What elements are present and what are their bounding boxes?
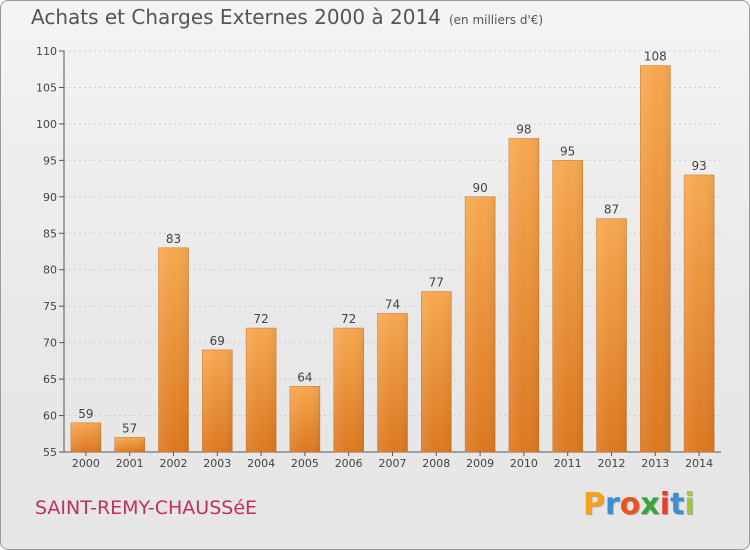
logo-letter: t	[670, 487, 685, 522]
x-tick-label: 2006	[335, 457, 363, 470]
bar-shade	[202, 349, 233, 452]
logo-letter: P	[583, 487, 605, 522]
y-tick-label: 100	[36, 118, 57, 131]
data-label: 69	[210, 334, 225, 348]
y-tick-label: 85	[43, 227, 57, 240]
y-tick-label: 110	[36, 45, 57, 58]
y-tick-label: 75	[43, 300, 57, 313]
y-tick-label: 65	[43, 373, 57, 386]
bar-shade	[158, 247, 189, 452]
chart-title: Achats et Charges Externes 2000 à 2014 (e…	[31, 5, 543, 29]
data-label: 98	[516, 122, 531, 136]
logo-letter: x	[640, 487, 660, 522]
bar-shade	[114, 437, 145, 452]
data-label: 72	[253, 312, 268, 326]
bar-shade	[596, 218, 627, 452]
bar-shade	[465, 196, 496, 452]
x-tick-label: 2004	[247, 457, 275, 470]
bar-shade	[421, 291, 452, 452]
y-tick-label: 55	[43, 446, 57, 459]
x-tick-label: 2008	[422, 457, 450, 470]
y-tick-label: 60	[43, 410, 57, 423]
x-tick-label: 2010	[510, 457, 538, 470]
bar-layer	[70, 65, 715, 453]
data-label: 59	[78, 407, 93, 421]
y-tick-label: 70	[43, 337, 57, 350]
data-label: 83	[166, 232, 181, 246]
chart-subtitle: (en milliers d'€)	[448, 13, 544, 27]
bar-shade	[70, 422, 101, 452]
x-tick-label: 2009	[466, 457, 494, 470]
proxiti-logo: Proxiti	[583, 487, 695, 522]
data-label: 77	[429, 276, 444, 290]
y-tick-label: 105	[36, 81, 57, 94]
x-tick-label: 2012	[598, 457, 626, 470]
bar-shade	[333, 328, 364, 452]
data-label: 87	[604, 203, 619, 217]
bar-shade	[552, 160, 583, 452]
bar-shade	[289, 386, 320, 452]
data-label: 90	[472, 181, 487, 195]
logo-letter: o	[619, 487, 641, 522]
x-tick-label: 2007	[379, 457, 407, 470]
bar-shade	[508, 138, 539, 452]
data-label: 72	[341, 312, 356, 326]
logo-letter: i	[684, 487, 695, 522]
y-tick-label: 95	[43, 154, 57, 167]
x-tick-label: 2014	[685, 457, 713, 470]
data-label: 57	[122, 421, 137, 435]
x-tick-label: 2003	[203, 457, 231, 470]
bar-shade	[640, 65, 671, 452]
data-label: 95	[560, 144, 575, 158]
data-label: 108	[644, 50, 667, 64]
bar-shade	[377, 313, 408, 452]
x-tick-label: 2013	[641, 457, 669, 470]
label-layer: 59 2000 57 2001 83 2002 69 2003 72 2004 64 2005 72 20…	[72, 50, 713, 470]
logo-letter: r	[605, 487, 620, 522]
x-tick-label: 2005	[291, 457, 319, 470]
y-tick-label: 80	[43, 264, 57, 277]
x-tick-label: 2002	[160, 457, 188, 470]
commune-name: SAINT-REMY-CHAUSSéE	[35, 497, 258, 519]
data-label: 74	[385, 297, 400, 311]
y-tick-label: 90	[43, 191, 57, 204]
bar-shade	[684, 174, 715, 453]
x-tick-label: 2001	[116, 457, 144, 470]
data-label: 64	[297, 370, 312, 384]
logo-letter: i	[659, 487, 671, 522]
bar-shade	[246, 328, 277, 452]
chart-title-text: Achats et Charges Externes 2000 à 2014	[31, 5, 441, 29]
data-label: 93	[691, 159, 706, 173]
x-tick-label: 2011	[554, 457, 582, 470]
x-tick-label: 2000	[72, 457, 100, 470]
